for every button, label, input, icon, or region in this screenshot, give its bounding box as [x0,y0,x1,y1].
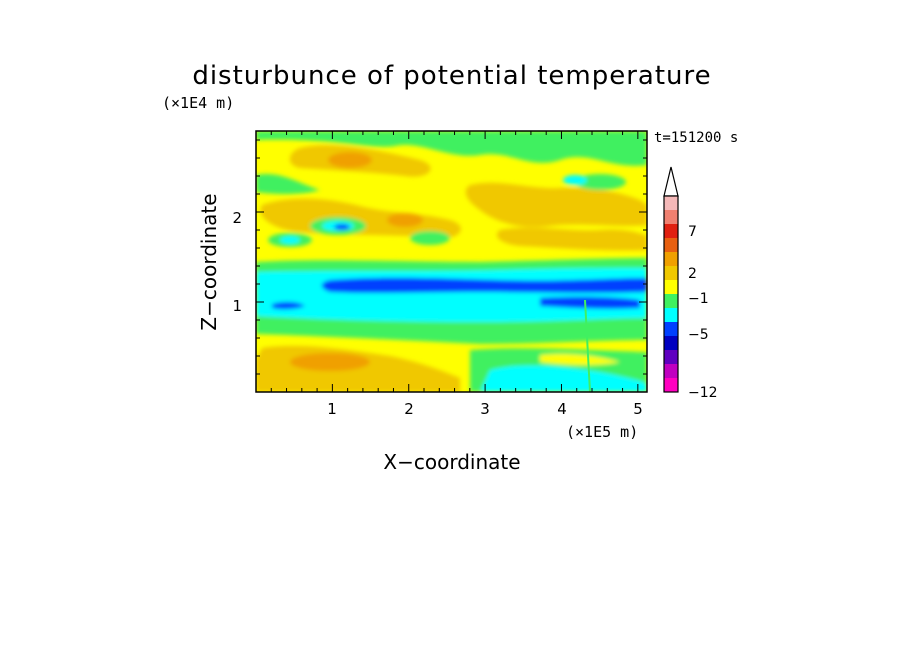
field-orange-blob-1 [328,152,372,168]
field-orange-upper-4 [496,227,647,251]
colorbar-swatch [664,210,678,224]
field-yellow-lower [540,353,620,365]
field-orange-upper-2 [260,198,461,239]
x-axis-label: X−coordinate [383,450,520,474]
field-orange-blob-3 [290,353,370,371]
y-tick-1: 1 [232,297,242,315]
field-blue-strip-3 [272,301,305,310]
colorbar-swatch [664,280,678,294]
colorbar-label-minus1: −1 [688,291,709,307]
contour-field [256,131,647,392]
colorbar-swatch [664,224,678,238]
x-tick-5: 5 [633,400,643,418]
colorbar-label-2: 2 [688,266,697,282]
colorbar-swatch [664,322,678,336]
field-orange-blob-2 [387,213,423,227]
time-label: t=151200 s [654,130,738,146]
field-cyan-lower [480,365,647,392]
field-green-blob-4 [574,174,626,190]
colorbar-swatch [664,238,678,252]
colorbar-swatch [664,336,678,350]
field-green-blob-3 [410,231,450,245]
colorbar-swatch [664,364,678,378]
colorbar-swatch [664,196,678,210]
field-orange-upper-3 [465,182,647,228]
field-streak [584,299,591,392]
field-blue-strip-1 [321,277,647,293]
colorbar-swatch [664,308,678,322]
y-tick-2: 2 [232,209,242,227]
colorbar-label-minus5: −5 [688,327,709,343]
field-cyan-blob-2 [280,236,300,244]
plot-frame [255,130,648,393]
y-axis-label: Z−coordinate [197,193,221,330]
x-tick-1: 1 [327,400,337,418]
colorbar-extend-triangle [663,166,679,197]
x-tick-3: 3 [480,400,490,418]
colorbar-swatch [664,350,678,364]
field-cyan-blob-3 [563,175,587,185]
field-green-band-lower [256,316,647,344]
colorbar-label-7: 7 [688,224,697,240]
x-tick-4: 4 [557,400,567,418]
field-green-top [256,131,647,166]
colorbar-swatch [664,294,678,308]
colorbar-swatch [664,378,678,392]
y-ticks [256,139,647,375]
x-tick-2: 2 [404,400,414,418]
colorbar-swatch [664,252,678,266]
y-unit-label: (×1E4 m) [162,94,234,112]
colorbar-swatch [664,266,678,280]
x-ticks [270,131,639,392]
chart-title: disturbunce of potential temperature [192,61,711,91]
colorbar [663,166,679,393]
field-blue-strip-2 [540,296,640,309]
x-unit-label: (×1E5 m) [566,423,638,441]
field-green-mid-upper [256,173,320,194]
colorbar-frame [663,195,679,393]
field-blue-blob-1 [334,224,350,230]
colorbar-label-minus12: −12 [688,385,718,401]
